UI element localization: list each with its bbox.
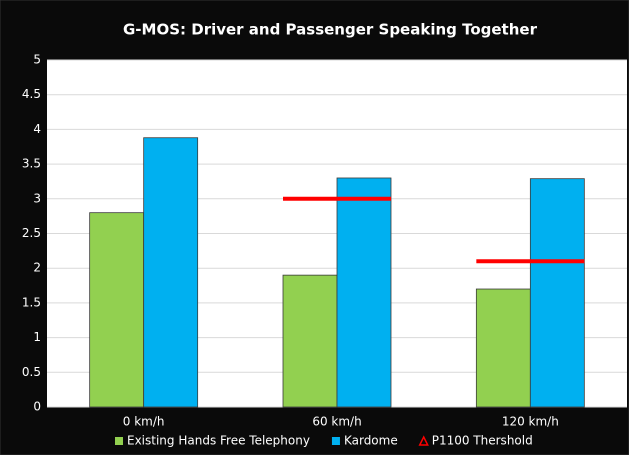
y-tick-label: 1.5 bbox=[22, 295, 41, 309]
y-tick-label: 2.5 bbox=[22, 226, 41, 240]
y-tick-label: 0.5 bbox=[22, 365, 41, 379]
legend-label: Kardome bbox=[344, 434, 398, 448]
legend-marker bbox=[418, 435, 429, 446]
y-tick-label: 3 bbox=[33, 191, 41, 205]
y-tick-label: 4.5 bbox=[22, 87, 41, 101]
x-tick-label: 60 km/h bbox=[312, 415, 361, 429]
y-tick-label: 1 bbox=[33, 330, 41, 344]
legend-label: P1100 Thershold bbox=[432, 434, 533, 448]
bar bbox=[89, 212, 145, 408]
bar bbox=[475, 288, 531, 408]
x-tick-label: 120 km/h bbox=[502, 415, 559, 429]
legend-label: Existing Hands Free Telephony bbox=[127, 434, 310, 448]
chart-title: G-MOS: Driver and Passenger Speaking Tog… bbox=[123, 21, 538, 39]
y-tick-label: 4 bbox=[33, 122, 41, 136]
y-tick-label: 2 bbox=[33, 261, 41, 275]
y-tick-label: 0 bbox=[33, 400, 41, 414]
x-tick-label: 0 km/h bbox=[123, 415, 165, 429]
y-tick-label: 5 bbox=[33, 53, 41, 67]
bar bbox=[336, 177, 392, 408]
bar bbox=[143, 137, 199, 408]
y-tick-label: 3.5 bbox=[22, 157, 41, 171]
bar bbox=[529, 178, 585, 408]
legend-marker bbox=[115, 437, 123, 445]
legend-marker bbox=[331, 437, 340, 445]
bar bbox=[282, 274, 338, 408]
